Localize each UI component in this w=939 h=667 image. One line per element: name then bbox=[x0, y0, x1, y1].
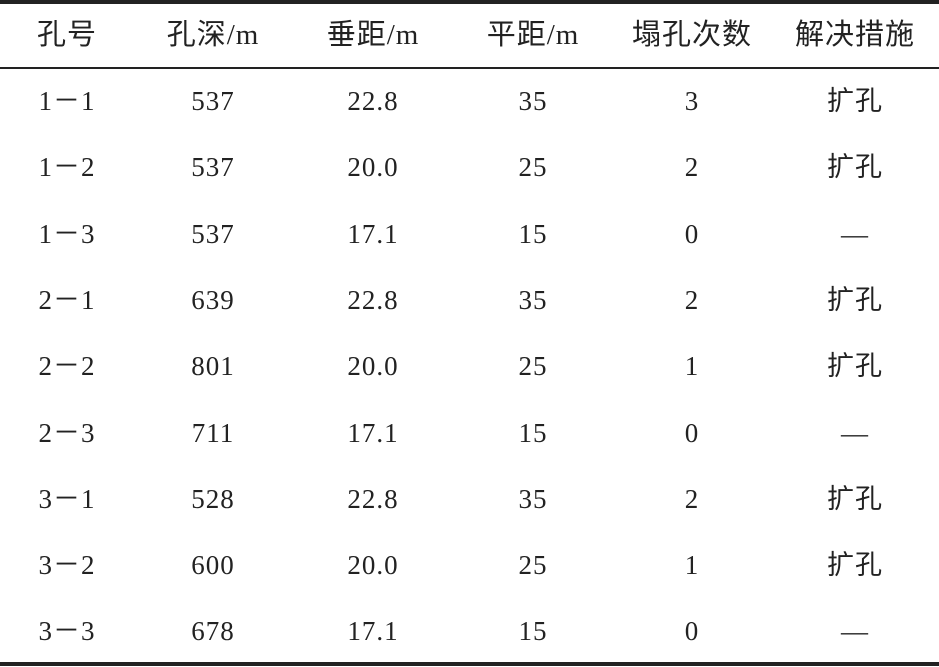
table-row: 1－2 537 20.0 25 2 扩孔 bbox=[0, 147, 939, 187]
column-header-hole-id: 孔号 bbox=[36, 19, 97, 51]
cell-hole-depth: 711 bbox=[191, 417, 235, 448]
table-bottom-rule bbox=[0, 662, 939, 666]
cell-horizontal-distance: 15 bbox=[518, 417, 548, 448]
cell-solution: 扩孔 bbox=[827, 483, 883, 514]
column-header-hole-depth: 孔深/m bbox=[166, 19, 260, 51]
cell-solution: 扩孔 bbox=[827, 550, 883, 581]
cell-horizontal-distance: 25 bbox=[518, 152, 548, 183]
table-row: 1－1 537 22.8 35 3 扩孔 bbox=[0, 81, 939, 121]
cell-solution: 扩孔 bbox=[827, 152, 883, 183]
cell-hole-depth: 678 bbox=[191, 616, 235, 647]
cell-hole-depth: 801 bbox=[191, 351, 235, 382]
cell-vertical-distance: 22.8 bbox=[347, 284, 399, 315]
cell-collapse-count: 0 bbox=[684, 218, 700, 249]
cell-vertical-distance: 22.8 bbox=[347, 86, 399, 116]
table-top-rule bbox=[0, 0, 939, 4]
cell-hole-id: 2－2 bbox=[38, 351, 96, 382]
table-row: 3－2 600 20.0 25 1 扩孔 bbox=[0, 545, 939, 585]
cell-collapse-count: 2 bbox=[684, 284, 700, 315]
table-header: 孔号 孔深/m 垂距/m 平距/m 塌孔次数 解决措施 bbox=[0, 15, 939, 55]
cell-vertical-distance: 20.0 bbox=[347, 351, 399, 382]
cell-solution: — bbox=[841, 218, 869, 249]
cell-vertical-distance: 20.0 bbox=[347, 152, 399, 183]
cell-vertical-distance: 17.1 bbox=[347, 417, 399, 448]
cell-horizontal-distance: 35 bbox=[518, 86, 548, 116]
cell-hole-depth: 528 bbox=[191, 483, 235, 514]
cell-hole-depth: 537 bbox=[191, 152, 235, 183]
cell-hole-id: 1－3 bbox=[38, 218, 96, 249]
cell-horizontal-distance: 15 bbox=[518, 218, 548, 249]
cell-solution: 扩孔 bbox=[827, 351, 883, 382]
column-header-horizontal-distance: 平距/m bbox=[486, 19, 580, 51]
cell-horizontal-distance: 15 bbox=[518, 616, 548, 647]
cell-collapse-count: 1 bbox=[684, 351, 700, 382]
table-row: 2－3 711 17.1 15 0 — bbox=[0, 413, 939, 453]
cell-horizontal-distance: 25 bbox=[518, 351, 548, 382]
cell-hole-depth: 537 bbox=[191, 86, 235, 116]
table-row: 1－3 537 17.1 15 0 — bbox=[0, 214, 939, 254]
cell-horizontal-distance: 35 bbox=[518, 483, 548, 514]
cell-hole-id: 2－1 bbox=[38, 284, 96, 315]
cell-vertical-distance: 20.0 bbox=[347, 550, 399, 581]
cell-vertical-distance: 17.1 bbox=[347, 616, 399, 647]
table-row: 3－1 528 22.8 35 2 扩孔 bbox=[0, 479, 939, 519]
cell-hole-id: 3－2 bbox=[38, 550, 96, 581]
cell-hole-id: 3－1 bbox=[38, 483, 96, 514]
cell-hole-id: 3－3 bbox=[38, 616, 96, 647]
column-header-solution: 解决措施 bbox=[794, 19, 915, 51]
cell-vertical-distance: 17.1 bbox=[347, 218, 399, 249]
cell-hole-depth: 600 bbox=[191, 550, 235, 581]
cell-vertical-distance: 22.8 bbox=[347, 483, 399, 514]
cell-solution: — bbox=[841, 417, 869, 448]
cell-solution: 扩孔 bbox=[827, 86, 883, 116]
cell-hole-depth: 537 bbox=[191, 218, 235, 249]
cell-horizontal-distance: 25 bbox=[518, 550, 548, 581]
cell-collapse-count: 2 bbox=[684, 483, 700, 514]
table-row: 2－1 639 22.8 35 2 扩孔 bbox=[0, 280, 939, 320]
cell-solution: — bbox=[841, 616, 869, 647]
cell-horizontal-distance: 35 bbox=[518, 284, 548, 315]
column-header-collapse-count: 塌孔次数 bbox=[631, 19, 752, 51]
cell-collapse-count: 1 bbox=[684, 550, 700, 581]
cell-hole-id: 1－2 bbox=[38, 152, 96, 183]
cell-hole-id: 1－1 bbox=[38, 86, 96, 116]
cell-collapse-count: 0 bbox=[684, 417, 700, 448]
cell-collapse-count: 3 bbox=[684, 86, 700, 116]
table-row: 3－3 678 17.1 15 0 — bbox=[0, 611, 939, 651]
cell-collapse-count: 2 bbox=[684, 152, 700, 183]
cell-hole-id: 2－3 bbox=[38, 417, 96, 448]
cell-hole-depth: 639 bbox=[191, 284, 235, 315]
cell-collapse-count: 0 bbox=[684, 616, 700, 647]
table-header-rule bbox=[0, 67, 939, 69]
table-row: 2－2 801 20.0 25 1 扩孔 bbox=[0, 346, 939, 386]
column-header-vertical-distance: 垂距/m bbox=[326, 19, 420, 51]
cell-solution: 扩孔 bbox=[827, 284, 883, 315]
